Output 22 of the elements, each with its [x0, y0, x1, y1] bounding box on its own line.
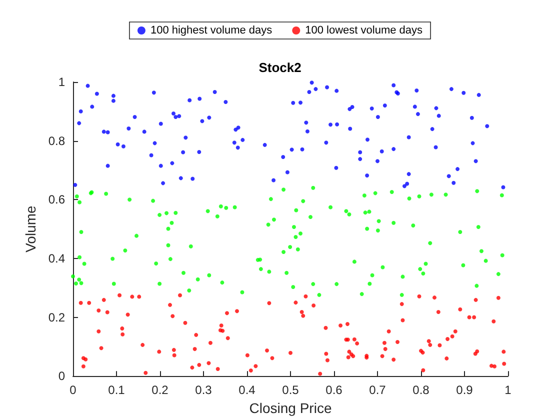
x-tick-label: 1 [504, 383, 512, 398]
x-tick-label: 0.8 [412, 383, 430, 398]
y-tick-label: 0.8 [48, 134, 66, 148]
legend-label: 100 highest volume days [150, 24, 273, 36]
x-tick-label: 0.4 [238, 383, 256, 398]
y-tick-label: 0.4 [48, 251, 66, 266]
y-tick-label: 0.6 [48, 192, 66, 207]
x-tick-label: 0.7 [369, 383, 386, 398]
legend-label: 100 lowest volume days [305, 24, 424, 36]
x-axis-title: Closing Price [249, 400, 332, 416]
x-tick-label: 0.9 [456, 383, 474, 398]
chart-title: Stock2 [258, 60, 302, 75]
x-tick-label: 0.5 [282, 383, 300, 398]
x-tick-label: 0 [70, 383, 77, 398]
y-tick-label: 1 [58, 75, 66, 89]
x-tick-label: 0.2 [152, 383, 169, 398]
y-tick-label: 0 [58, 369, 66, 384]
y-axis-title: Volume [22, 205, 38, 252]
x-tick-label: 0.1 [108, 383, 126, 398]
x-tick-label: 0.6 [326, 383, 343, 398]
y-tick-label: 0.2 [48, 310, 66, 324]
x-tick-label: 0.3 [195, 383, 212, 398]
